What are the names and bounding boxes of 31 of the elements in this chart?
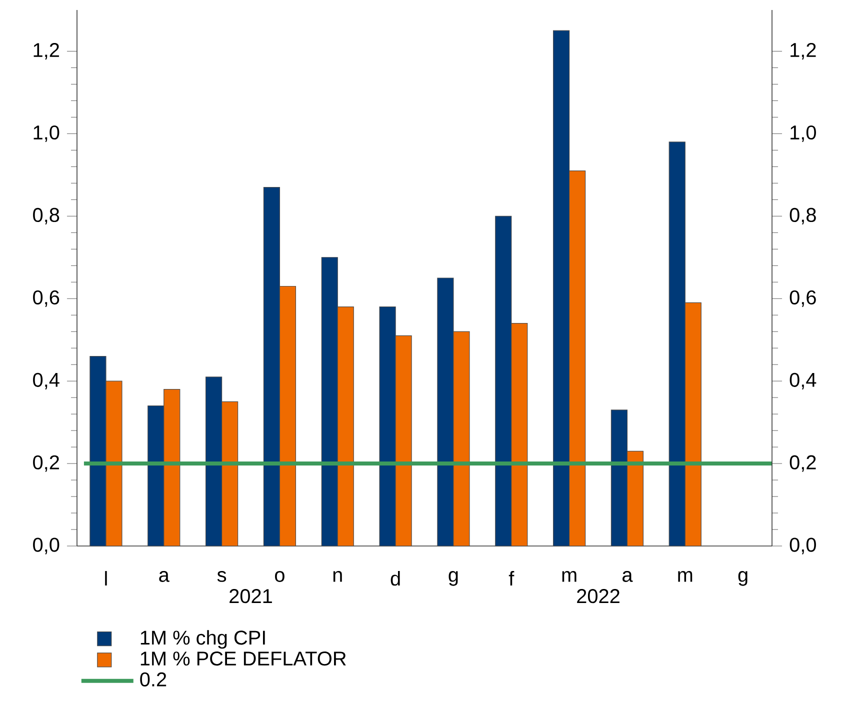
y-tick-label: 0,4 <box>790 372 816 390</box>
y2-tick-label: 1,0 <box>34 125 60 142</box>
y2-tick-label: 0,2 <box>33 455 59 472</box>
x-tick-label: s <box>217 571 226 582</box>
x-tick-label: a <box>159 571 170 582</box>
x-tick-label: f <box>508 571 514 586</box>
y2-tick-label: 0,0 <box>33 538 60 554</box>
y2-tick-label: 0,4 <box>33 372 60 390</box>
y-tick-label: 1,2 <box>790 43 816 60</box>
text: 2022 <box>577 589 620 604</box>
x-tick-label: n <box>333 571 342 582</box>
x-tick-label: a <box>622 571 633 582</box>
y-tick-label: 0,8 <box>790 208 816 224</box>
x-tick-label: m <box>678 571 692 582</box>
y2-tick-label: 0,6 <box>33 290 60 307</box>
x-tick-label: g <box>738 571 748 586</box>
legend-label: 1M % PCE DEFLATOR <box>140 652 346 666</box>
y-tick-label: 0,2 <box>790 455 816 472</box>
text: 2021 <box>230 589 272 604</box>
x-tick-label: d <box>390 571 400 586</box>
y-tick-label: 1,0 <box>790 125 816 142</box>
y2-tick-label: 0,8 <box>33 208 60 224</box>
y2-tick-label: 1,2 <box>34 43 59 60</box>
y-tick-label: 0,6 <box>790 290 816 307</box>
x-tick-label: l <box>105 571 107 586</box>
legend-label: 0.2 <box>140 672 166 686</box>
y-tick-label: 0,0 <box>790 538 816 554</box>
legend-label: 1M % chg CPI <box>140 630 265 649</box>
x-tick-label: m <box>562 571 576 582</box>
x-tick-label: g <box>448 571 458 586</box>
x-tick-label: o <box>275 571 284 582</box>
